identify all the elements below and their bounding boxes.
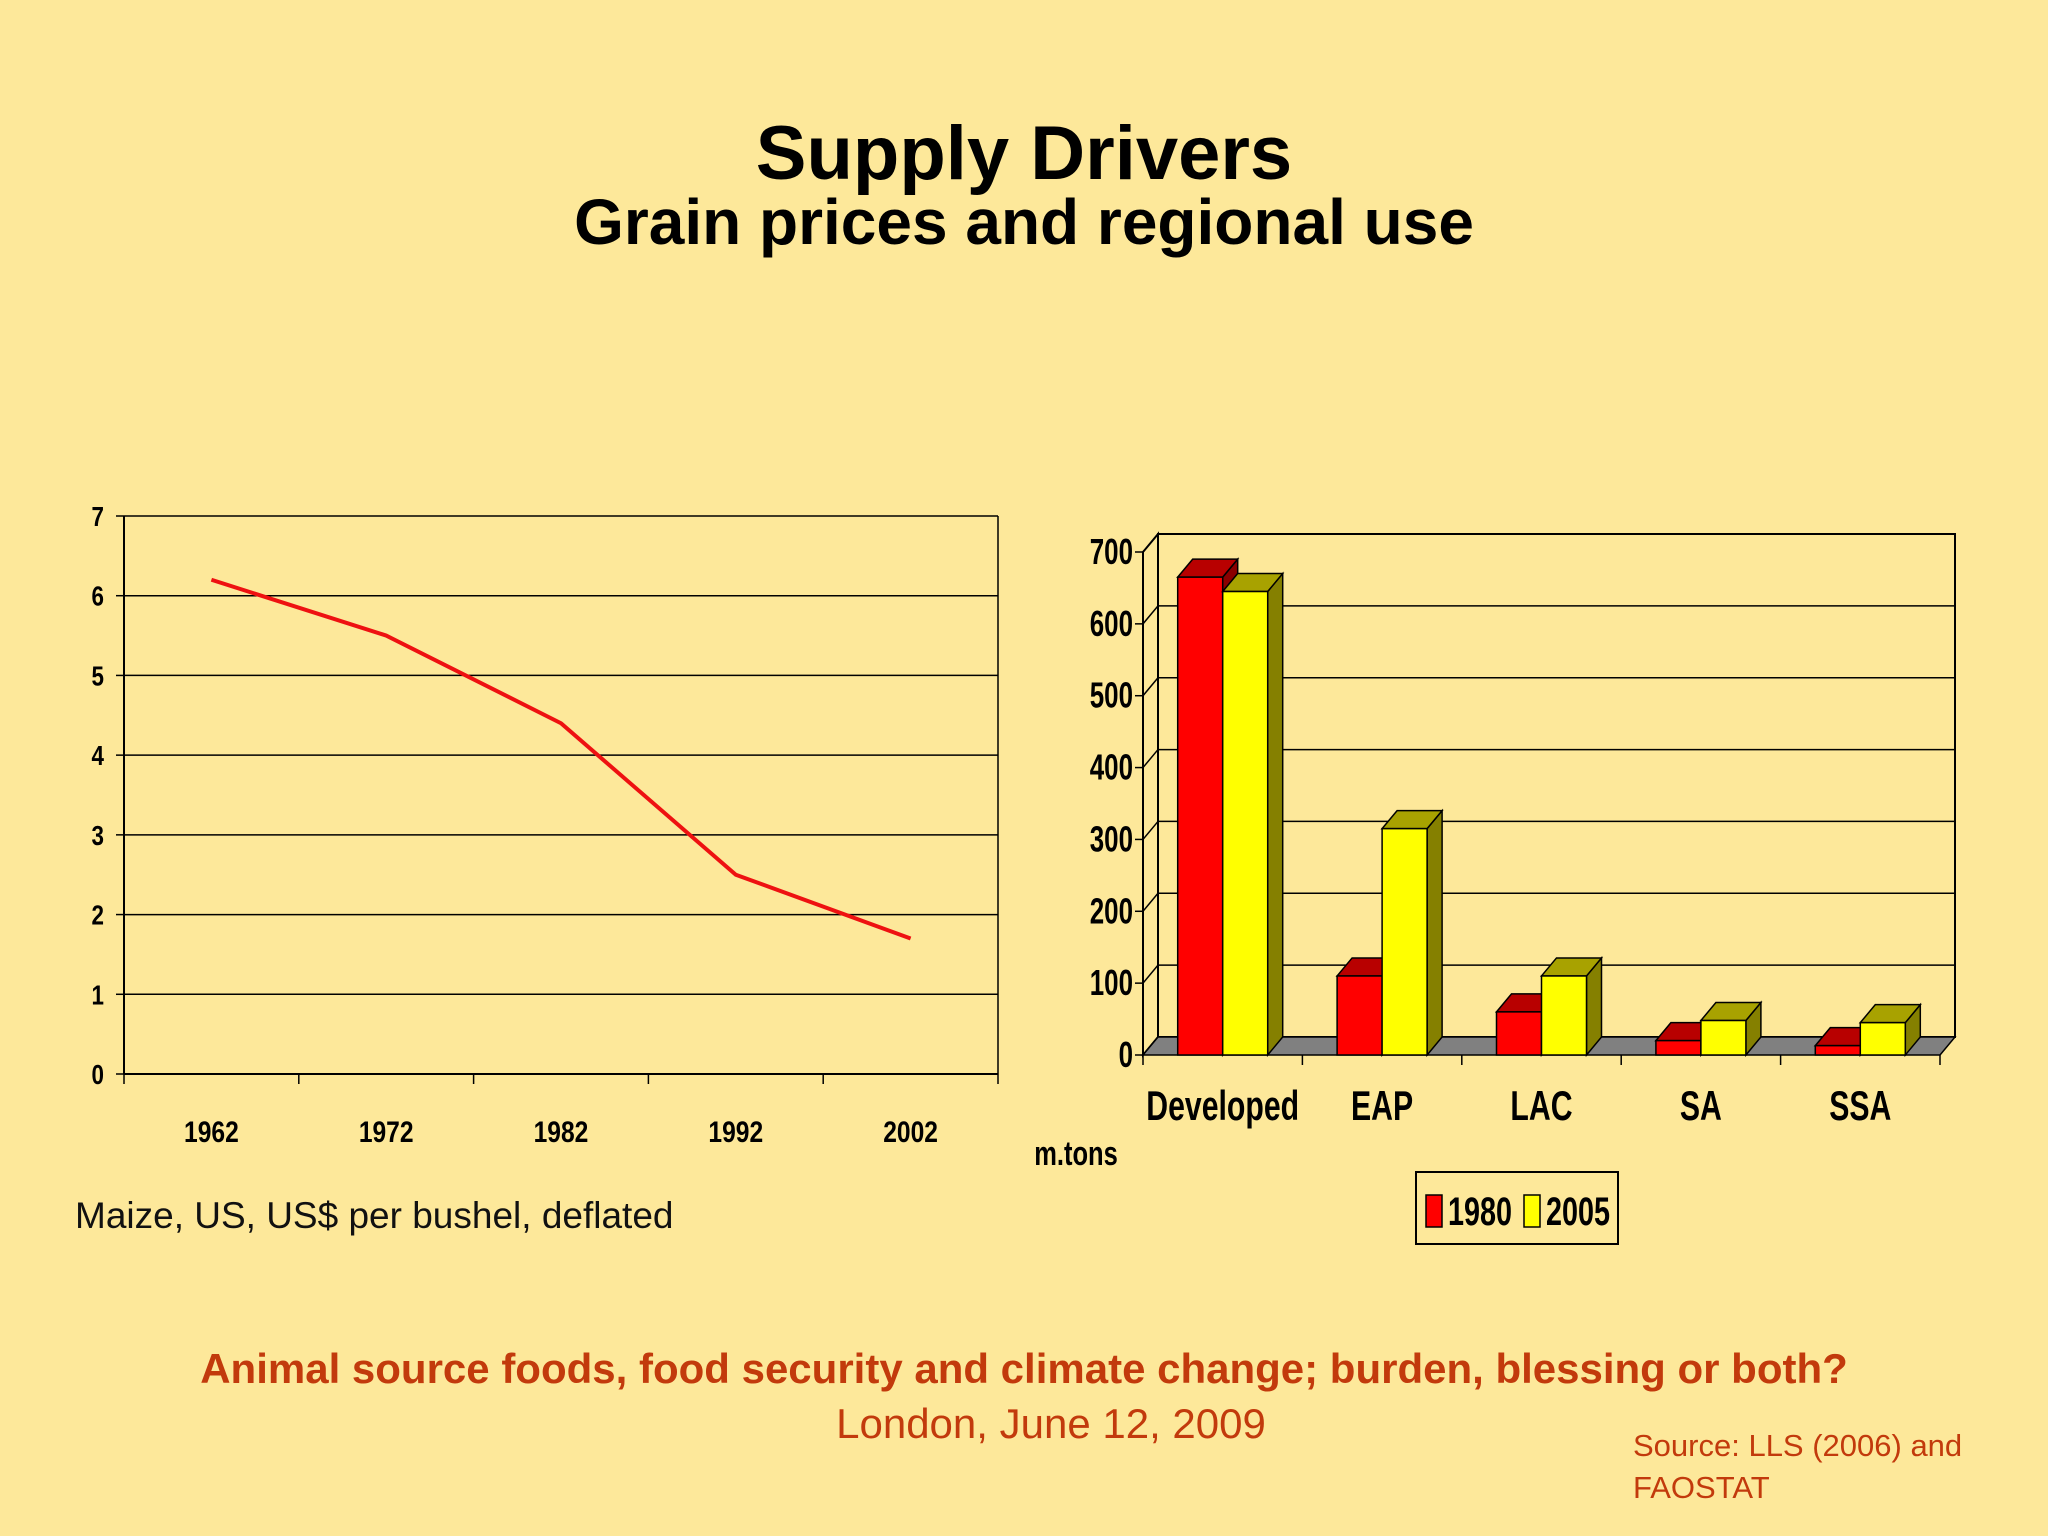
line-chart-ytick-label: 1 [92, 980, 104, 1011]
legend-label-1980: 1980 [1448, 1189, 1512, 1234]
bar-chart-ytick-label: 600 [1090, 604, 1133, 644]
source-note: Source: LLS (2006) and FAOSTAT [1633, 1425, 2033, 1509]
slide-title: Supply Drivers [755, 111, 1293, 196]
bar-chart-side-gridline [1142, 820, 1159, 840]
bar-front-face [1221, 590, 1269, 1056]
bar-front-face [1700, 1019, 1747, 1056]
bar-chart-ytick-label: 100 [1090, 963, 1133, 1003]
bar-chart-ytick-label: 0 [1119, 1035, 1133, 1075]
bar-chart-side-gridline [1142, 892, 1159, 912]
line-chart-ytick-label: 7 [92, 502, 104, 533]
bar-front-face [1655, 1039, 1702, 1056]
bar-front-face [1495, 1011, 1543, 1056]
line-chart-xtick-label: 1972 [359, 1115, 414, 1149]
bar-chart-side-gridline [1142, 677, 1159, 697]
source-line-2: FAOSTAT [1633, 1470, 1770, 1505]
bar-eap-2005 [1380, 808, 1444, 1058]
bar-chart-category-label: EAP [1351, 1082, 1413, 1129]
bar-chart-side-gridline [1142, 964, 1159, 984]
line-chart-xtick-label: 1982 [534, 1115, 589, 1149]
bar-chart-unit-label: m.tons [1034, 1136, 1118, 1173]
legend-swatch-2005 [1523, 1194, 1541, 1228]
bar-chart-category-label: LAC [1510, 1082, 1572, 1129]
bar-chart-side-gridline [1142, 749, 1159, 769]
slide-subtitle: Grain prices and regional use [574, 186, 1474, 258]
bar-chart-category-label: Developed [1146, 1082, 1299, 1129]
bar-chart-ytick-label: 500 [1090, 676, 1133, 716]
line-chart-ytick-label: 4 [92, 741, 104, 772]
line-chart-ytick-label: 0 [92, 1060, 104, 1091]
bar-front-face [1814, 1044, 1862, 1056]
bar-developed-2005 [1221, 571, 1285, 1058]
line-chart-ytick-label: 5 [92, 661, 104, 692]
footer-title: Animal source foods, food security and c… [200, 1345, 1848, 1392]
bar-front-face [1859, 1021, 1907, 1056]
bar-sa-2005 [1699, 1000, 1763, 1058]
line-chart-ytick-label: 3 [92, 821, 104, 852]
bar-chart-ytick-label: 400 [1090, 747, 1133, 787]
bar-chart-ytick-label: 700 [1090, 532, 1133, 572]
bar-chart-category-label: SSA [1829, 1082, 1891, 1129]
bar-front-face [1176, 576, 1224, 1056]
bar-chart-ytick-label: 200 [1090, 891, 1133, 931]
bar-front-face [1540, 975, 1588, 1056]
line-chart-xtick-label: 1992 [708, 1115, 763, 1149]
bar-side-face [1426, 808, 1443, 1058]
line-chart-ytick-label: 2 [92, 900, 104, 931]
bar-lac-2005 [1539, 955, 1604, 1058]
bar-side-face [1266, 571, 1284, 1058]
line-chart-xtick-label: 2002 [883, 1115, 938, 1149]
bar-chart-ytick-label: 300 [1090, 819, 1133, 859]
legend-box [1415, 1171, 1619, 1245]
bar-chart-side-gridline [1142, 605, 1159, 625]
bar-chart-category-label: SA [1680, 1082, 1722, 1129]
legend-swatch-1980 [1425, 1194, 1443, 1228]
line-chart-xtick-label: 1962 [184, 1115, 239, 1149]
bar-front-face [1336, 975, 1383, 1056]
line-chart-caption: Maize, US, US$ per bushel, deflated [75, 1195, 674, 1236]
bar-ssa-2005 [1858, 1002, 1922, 1058]
footer-date: London, June 12, 2009 [836, 1400, 1266, 1447]
bar-chart-legend: 1980 2005 [1415, 1171, 1619, 1245]
bar-chart-side-wall [1142, 531, 1159, 1058]
line-chart-ytick-label: 6 [92, 581, 104, 612]
source-line-1: Source: LLS (2006) and [1633, 1428, 1963, 1463]
bar-front-face [1381, 827, 1428, 1056]
legend-label-2005: 2005 [1546, 1189, 1610, 1234]
